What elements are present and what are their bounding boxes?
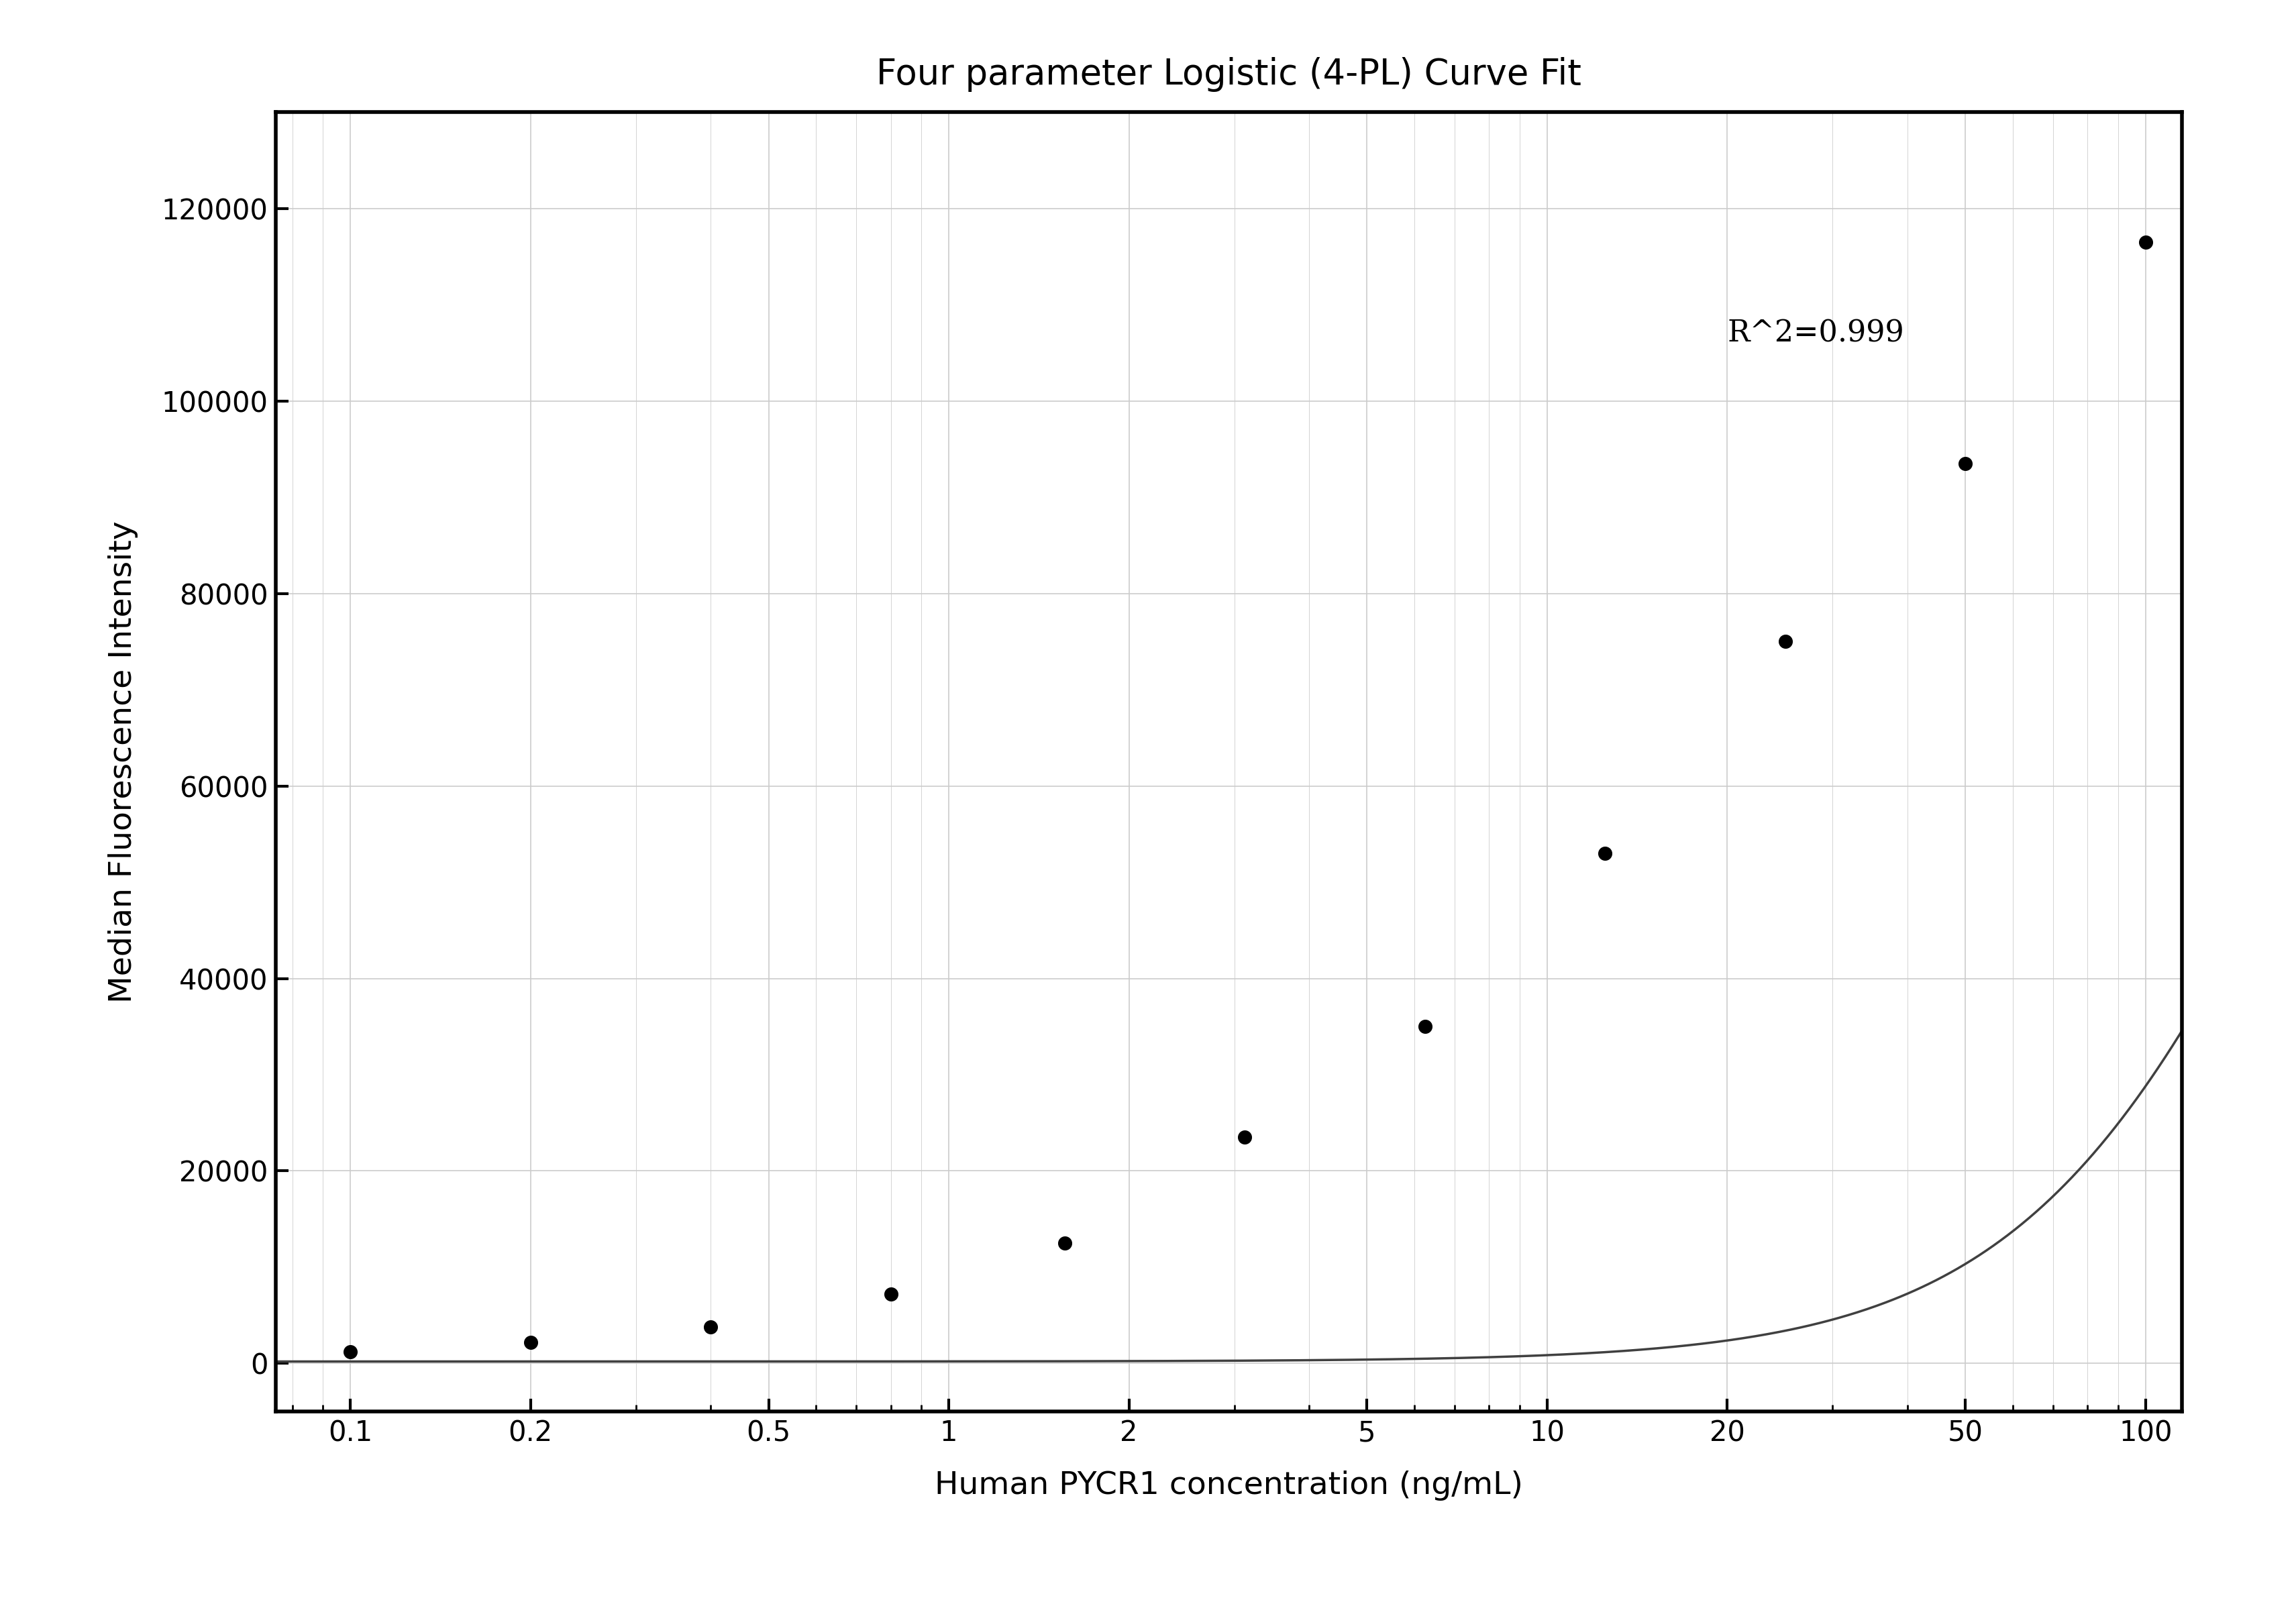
Point — [1226, 1124, 1263, 1150]
Point — [872, 1282, 909, 1307]
Point — [1405, 1014, 1442, 1039]
Point — [512, 1330, 549, 1355]
Point — [333, 1339, 370, 1365]
Point — [1947, 451, 1984, 476]
Point — [1766, 629, 1802, 654]
Y-axis label: Median Fluorescence Intensity: Median Fluorescence Intensity — [108, 521, 138, 1002]
Point — [691, 1314, 728, 1339]
Point — [1047, 1230, 1084, 1256]
Point — [2126, 229, 2163, 255]
Text: R^2=0.999: R^2=0.999 — [1727, 319, 1903, 348]
Title: Four parameter Logistic (4-PL) Curve Fit: Four parameter Logistic (4-PL) Curve Fit — [875, 56, 1582, 91]
X-axis label: Human PYCR1 concentration (ng/mL): Human PYCR1 concentration (ng/mL) — [934, 1471, 1522, 1501]
Point — [1587, 840, 1623, 866]
